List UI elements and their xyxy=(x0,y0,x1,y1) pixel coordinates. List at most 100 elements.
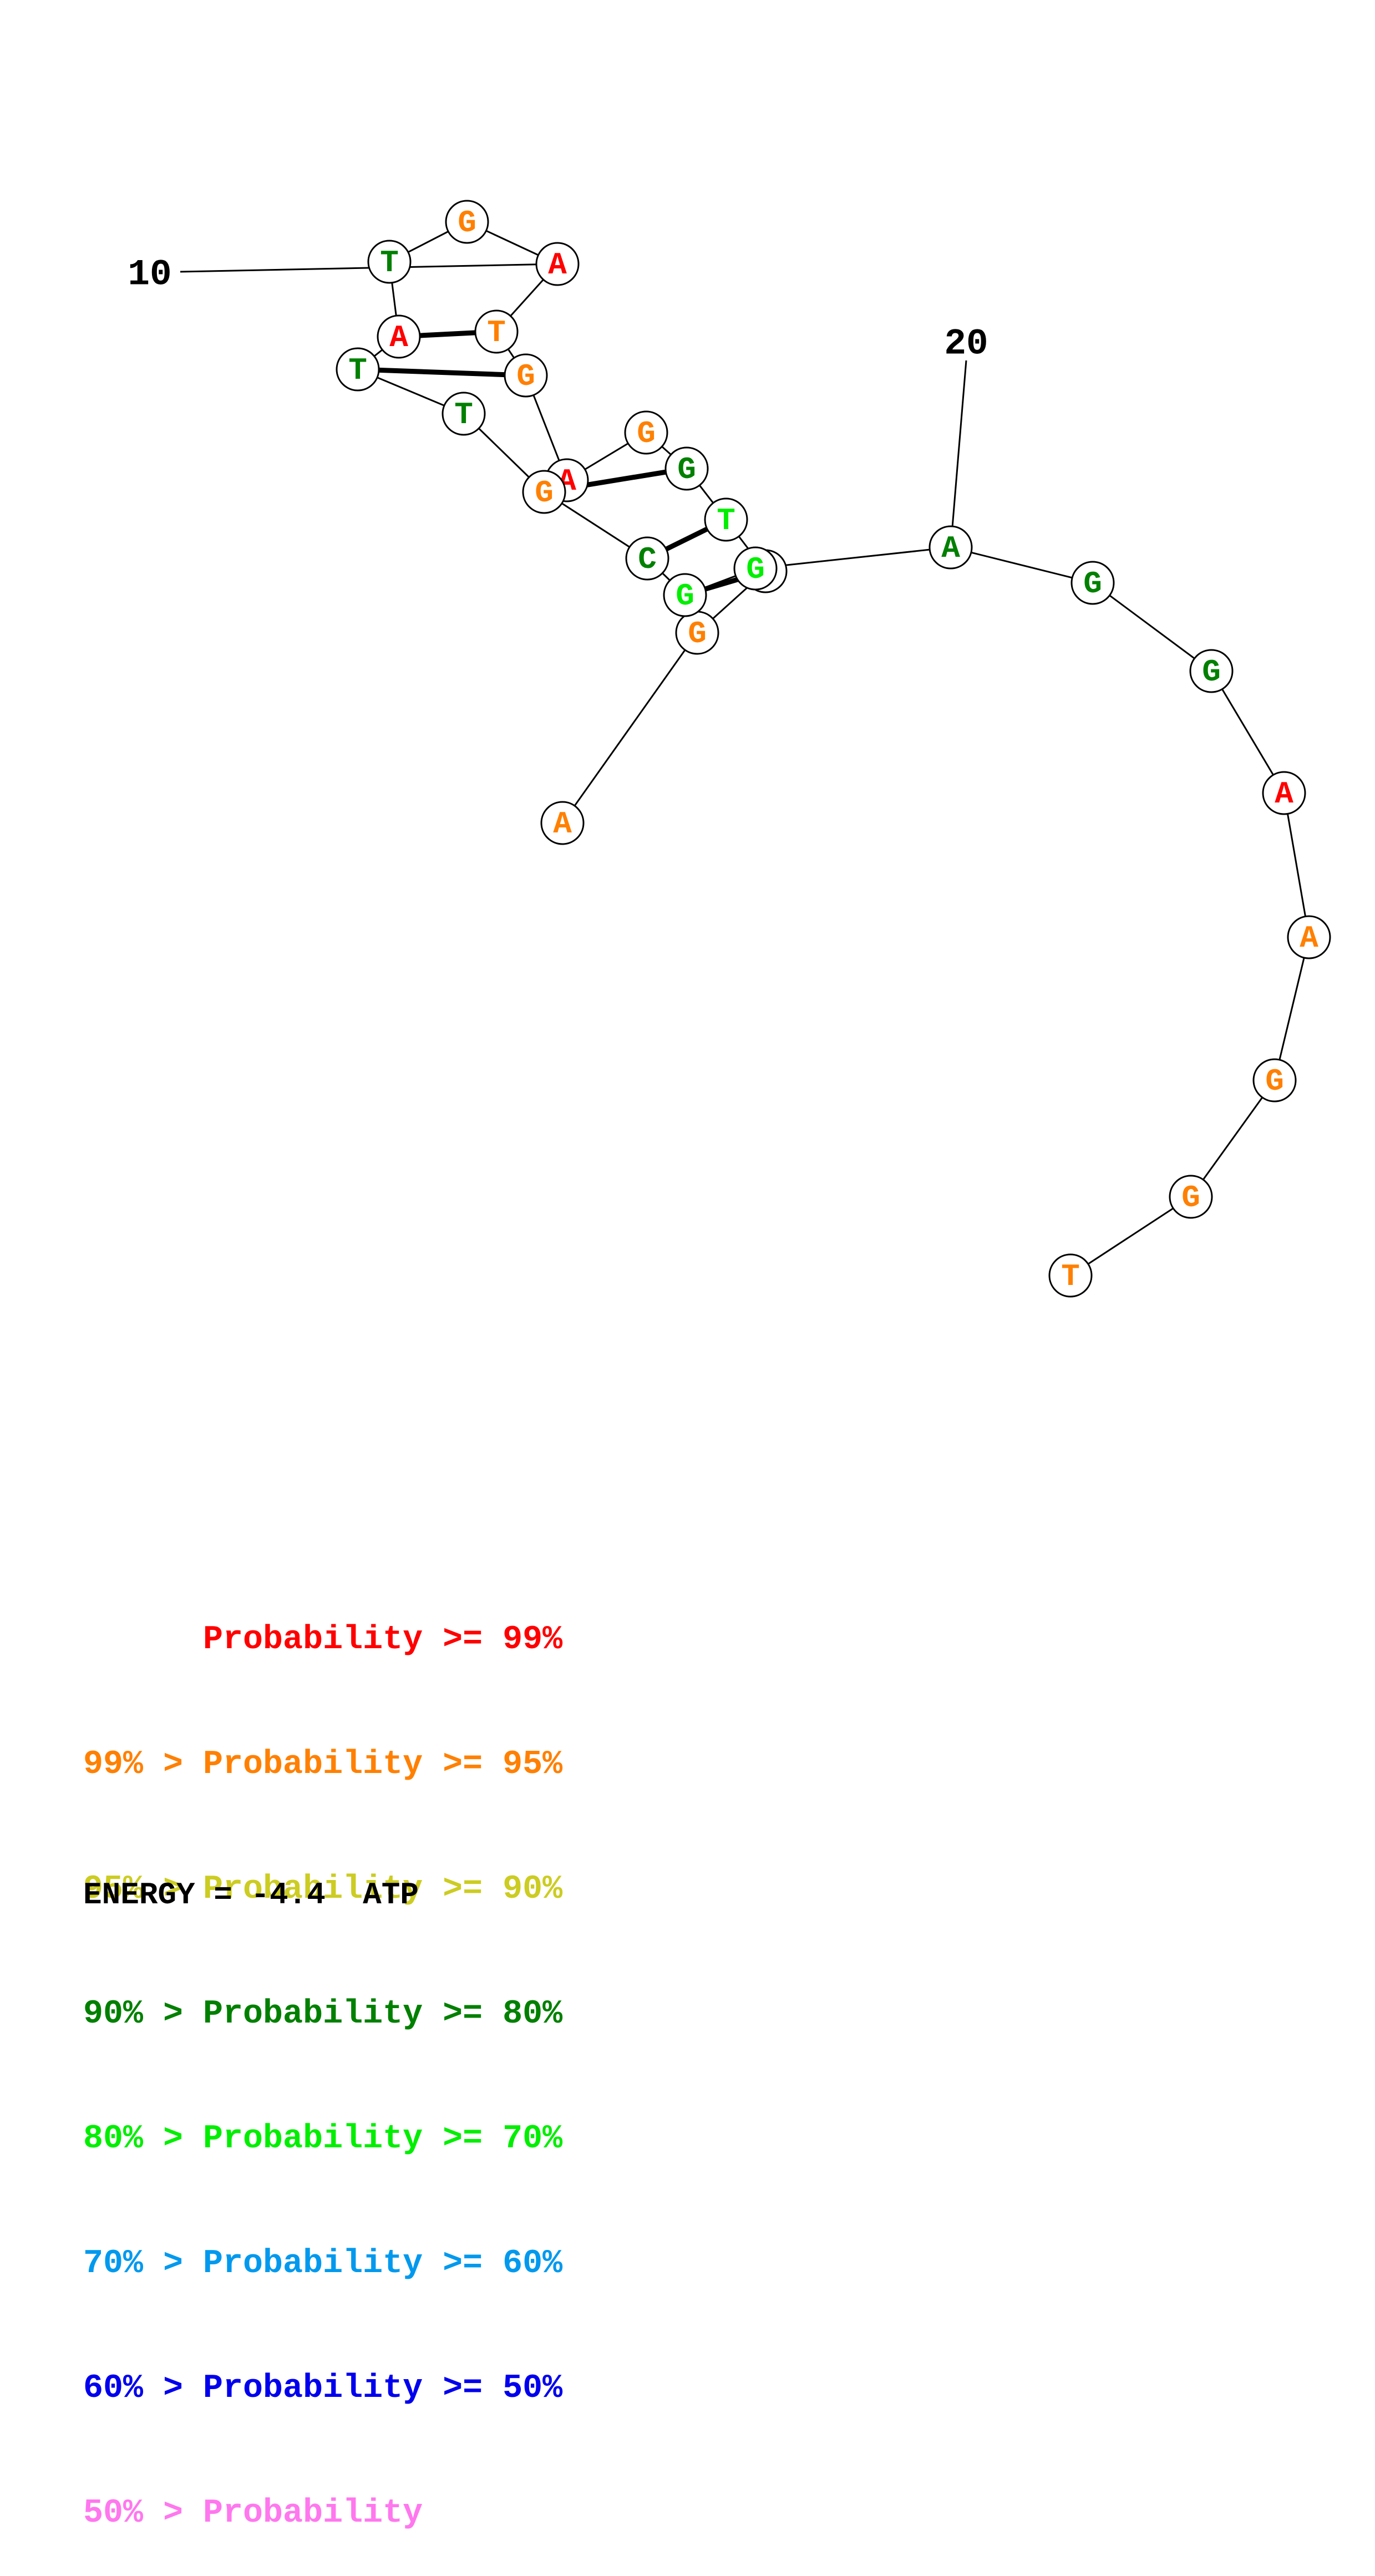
nucleotide-21: G xyxy=(1070,561,1115,605)
nucleotide-letter: G xyxy=(676,578,694,614)
nucleotide-circle xyxy=(522,470,566,514)
nucleotide-circle xyxy=(445,200,489,244)
nucleotide-23: A xyxy=(1262,771,1306,815)
nucleotide-22: G xyxy=(1189,649,1234,693)
nucleotide-2: G xyxy=(675,611,719,655)
legend-row-p60: 70% > Probability >= 60% xyxy=(83,2245,563,2283)
nucleotide-5: G xyxy=(664,446,709,491)
backbone-segment xyxy=(950,546,1093,584)
nucleotide-letter: G xyxy=(458,205,476,241)
nucleotide-circle xyxy=(367,240,412,284)
nucleotide-letter: A xyxy=(553,806,572,842)
backbone-segment xyxy=(1283,792,1310,938)
nucleotide-circle xyxy=(1262,771,1306,815)
nucleotide-12: T xyxy=(367,240,412,284)
nucleotide-letter: G xyxy=(1265,1064,1284,1099)
backbone-lines xyxy=(357,221,1310,1277)
base-pair-bond xyxy=(357,367,526,378)
nucleotide-10: A xyxy=(535,242,580,286)
backbone-segment xyxy=(1190,1080,1276,1197)
energy-label: ENERGY = -4.4 ATP xyxy=(83,1877,419,1913)
nucleotide-circle xyxy=(663,573,707,617)
nucleotide-letter: G xyxy=(1083,566,1102,602)
legend-row-p70: 80% > Probability >= 70% xyxy=(83,2120,563,2158)
backbone-segment xyxy=(561,632,698,824)
nucleotide-6: G xyxy=(624,410,668,455)
backbone-segment xyxy=(1092,582,1212,672)
nucleotide-letter: T xyxy=(1061,1259,1080,1294)
nucleotide-letter: G xyxy=(677,452,696,487)
nucleotide-17: C xyxy=(625,536,669,581)
nucleotide-circle xyxy=(664,446,709,491)
legend-row-p80: 90% > Probability >= 80% xyxy=(83,1995,563,2033)
nucleotide-26: G xyxy=(1169,1175,1213,1219)
nucleotide-circle xyxy=(928,525,973,570)
legend-row-p99: Probability >= 99% xyxy=(83,1621,563,1659)
nucleotide-letter: G xyxy=(516,359,535,394)
nucleotide-9: T xyxy=(474,309,519,354)
nucleotide-circle xyxy=(733,546,778,591)
nucleotide-letter: T xyxy=(348,353,367,388)
nucleotide-letter: G xyxy=(1181,1180,1200,1216)
nucleotide-16: G xyxy=(522,470,566,514)
legend-row-p50: 60% > Probability >= 50% xyxy=(83,2370,563,2407)
nucleotide-8: G xyxy=(504,353,548,398)
nucleotide-circle xyxy=(625,536,669,581)
legend-row-plow: 50% > Probability xyxy=(83,2494,423,2532)
nucleotide-11: G xyxy=(445,200,489,244)
position-label-20: 20 xyxy=(944,323,988,365)
nucleotide-circle xyxy=(1189,649,1234,693)
nucleotide-circle xyxy=(1048,1253,1093,1298)
nucleotide-circle xyxy=(442,392,486,436)
nucleotide-circle xyxy=(624,410,668,455)
position-label-10: 10 xyxy=(128,254,171,296)
backbone-segment xyxy=(1210,670,1285,794)
nucleotide-circle xyxy=(1169,1175,1213,1219)
nucleotide-circle xyxy=(1070,561,1115,605)
nucleotide-nodes: AGGTGGAGTAGTATTGCGGAGGAAGGT xyxy=(336,200,1331,1298)
nucleotide-letter: T xyxy=(487,315,506,350)
nucleotide-1: A xyxy=(540,801,585,845)
nucleotide-letter: G xyxy=(637,416,656,451)
nucleotide-letter: C xyxy=(638,542,657,577)
backbone-segment xyxy=(1070,1196,1191,1277)
nucleotide-circle xyxy=(535,242,580,286)
nucleotide-circle xyxy=(704,497,748,542)
nucleotide-letter: A xyxy=(548,247,567,283)
nucleotide-letter: G xyxy=(746,552,765,587)
backbone-segment xyxy=(755,546,951,570)
nucleotide-letter: A xyxy=(1275,776,1293,812)
nucleotide-4: T xyxy=(704,497,748,542)
nucleotide-circle xyxy=(504,353,548,398)
nucleotide-circle xyxy=(1287,915,1331,959)
position-labels: 10 20 xyxy=(128,254,988,548)
nucleotide-circle xyxy=(377,314,421,359)
nucleotide-24: A xyxy=(1287,915,1331,959)
legend-row-p90: 95% > Probability >= 90% xyxy=(83,1871,563,1908)
nucleotide-circle xyxy=(540,801,585,845)
label-leader-line xyxy=(950,360,967,548)
nucleotide-25: G xyxy=(1252,1058,1297,1102)
nucleotide-15: T xyxy=(442,392,486,436)
nucleotide-circle xyxy=(336,347,380,392)
nucleotide-circle xyxy=(1252,1058,1297,1102)
nucleotide-letter: A xyxy=(941,531,960,566)
probability-legend: Probability >= 99% 99% > Probability >= … xyxy=(83,1536,562,2576)
nucleotide-14: T xyxy=(336,347,380,392)
nucleotide-13: A xyxy=(377,314,421,359)
nucleotide-letter: A xyxy=(389,320,408,355)
nucleotide-letter: T xyxy=(717,503,735,538)
nucleotide-20: A xyxy=(928,525,973,570)
nucleotide-letter: T xyxy=(454,397,473,433)
nucleotide-letter: G xyxy=(535,475,554,511)
nucleotide-18: G xyxy=(663,573,707,617)
nucleotide-letter: G xyxy=(688,616,707,652)
nucleotide-letter: G xyxy=(1202,654,1221,690)
nucleotide-circle xyxy=(474,309,519,354)
nucleotide-27: T xyxy=(1048,1253,1093,1298)
backbone-segment xyxy=(1273,937,1310,1081)
nucleotide-19: G xyxy=(733,546,778,591)
legend-row-p95: 99% > Probability >= 95% xyxy=(83,1746,563,1784)
nucleotide-letter: T xyxy=(380,245,399,281)
